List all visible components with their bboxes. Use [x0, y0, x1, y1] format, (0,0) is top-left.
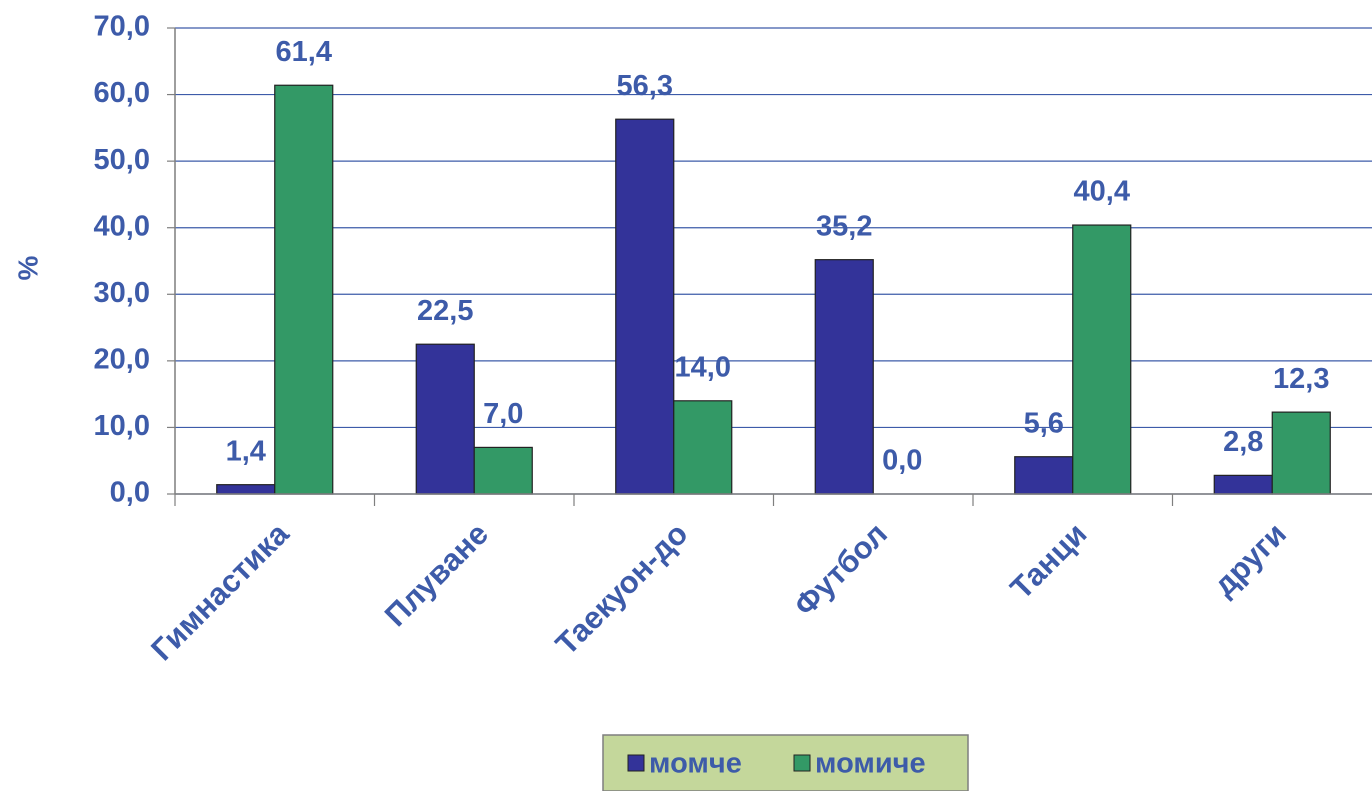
value-label: 2,8 — [1223, 426, 1263, 458]
bar — [615, 118, 675, 495]
value-label: 35,2 — [816, 210, 872, 242]
bar — [274, 84, 334, 495]
bar — [216, 484, 276, 495]
y-axis-label: % — [12, 255, 43, 280]
y-tick-label: 50,0 — [94, 144, 150, 176]
y-tick-label: 0,0 — [110, 477, 150, 509]
bar — [1213, 474, 1273, 495]
bar — [673, 400, 733, 495]
x-tick-label: Таекуон-до — [549, 516, 695, 662]
y-tick-label: 20,0 — [94, 344, 150, 376]
value-label: 1,4 — [226, 435, 266, 467]
value-label: 7,0 — [483, 398, 523, 430]
y-tick-label: 30,0 — [94, 277, 150, 309]
x-tick-label: Футбол — [787, 516, 894, 623]
x-tick-label: Плуване — [378, 516, 495, 633]
value-label: 56,3 — [617, 70, 673, 102]
y-tick-label: 10,0 — [94, 410, 150, 442]
legend-label: момче — [649, 748, 742, 780]
y-tick-label: 70,0 — [94, 11, 150, 43]
value-label: 22,5 — [417, 295, 473, 327]
value-label: 40,4 — [1074, 176, 1130, 208]
legend-label: момиче — [815, 748, 926, 780]
value-label: 14,0 — [675, 351, 731, 383]
legend-swatch — [627, 754, 645, 772]
value-label: 12,3 — [1273, 363, 1329, 395]
y-tick-label: 40,0 — [94, 210, 150, 242]
bar — [814, 259, 874, 495]
bar — [1271, 411, 1331, 495]
bar — [415, 343, 475, 495]
legend-box — [602, 734, 969, 791]
bar — [1072, 224, 1132, 495]
value-label: 61,4 — [276, 36, 332, 68]
y-tick-label: 60,0 — [94, 77, 150, 109]
value-label: 5,6 — [1024, 407, 1064, 439]
bar — [473, 446, 533, 495]
bar — [1014, 456, 1074, 495]
x-tick-label: други — [1206, 516, 1293, 603]
value-label: 0,0 — [882, 445, 922, 477]
x-tick-label: Гимнастика — [144, 515, 296, 667]
legend-swatch — [793, 754, 811, 772]
x-tick-label: Танци — [1004, 516, 1094, 606]
